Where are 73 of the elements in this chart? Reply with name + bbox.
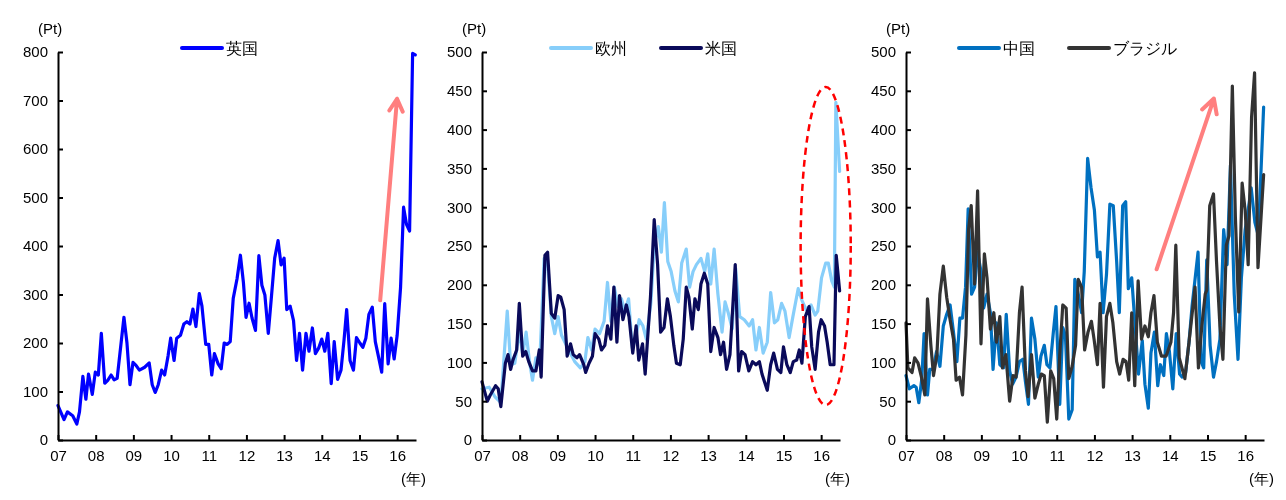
x-tick-label: 15 [1199, 446, 1217, 464]
y-tick-label: 50 [455, 392, 472, 410]
x-tick-label: 12 [1086, 446, 1104, 464]
x-tick-label: 10 [163, 446, 180, 464]
y-tick-label: 500 [870, 43, 896, 61]
x-tick-label: 12 [238, 446, 256, 464]
x-tick-label: 16 [813, 446, 830, 464]
line-series [480, 218, 842, 409]
x-tick-label: 07 [898, 446, 915, 464]
x-tick-label: 11 [625, 446, 642, 464]
x-axis-title: (年) [401, 470, 426, 487]
x-tick-label: 09 [973, 446, 991, 464]
y-tick-label: 450 [870, 82, 896, 100]
x-tick-label: 07 [50, 446, 67, 464]
y-tick-label: 200 [22, 334, 48, 352]
x-tick-label: 09 [549, 446, 567, 464]
x-tick-label: 08 [935, 446, 953, 464]
y-axis-title: (Pt) [462, 20, 487, 37]
x-tick-label: 15 [351, 446, 369, 464]
x-tick-label: 09 [125, 446, 143, 464]
y-tick-label: 700 [22, 91, 48, 109]
x-tick-label: 14 [313, 446, 331, 464]
y-tick-label: 100 [446, 353, 472, 371]
y-tick-label: 50 [879, 392, 896, 410]
x-tick-label: 13 [276, 446, 293, 464]
legend-label: 中国 [1003, 40, 1035, 57]
y-tick-label: 300 [22, 285, 48, 303]
y-tick-label: 0 [463, 431, 472, 449]
y-tick-label: 300 [446, 198, 472, 216]
x-tick-label: 13 [700, 446, 717, 464]
y-tick-label: 200 [870, 276, 896, 294]
x-tick-label: 10 [587, 446, 604, 464]
y-tick-label: 150 [870, 314, 896, 332]
y-tick-label: 400 [22, 237, 48, 255]
x-tick-label: 08 [511, 446, 529, 464]
x-axis-title: (年) [1249, 470, 1274, 487]
legend-label: 米国 [705, 40, 737, 57]
x-axis-title: (年) [825, 470, 850, 487]
y-tick-label: 300 [870, 198, 896, 216]
y-tick-label: 400 [446, 120, 472, 138]
y-axis-title: (Pt) [38, 20, 63, 37]
y-tick-label: 250 [870, 237, 896, 255]
y-tick-label: 100 [870, 353, 896, 371]
x-tick-label: 13 [1124, 446, 1141, 464]
y-tick-label: 450 [446, 82, 472, 100]
x-tick-label: 07 [474, 446, 491, 464]
y-tick-label: 0 [39, 431, 48, 449]
y-tick-label: 350 [446, 159, 472, 177]
y-tick-label: 500 [446, 43, 472, 61]
x-tick-label: 16 [1237, 446, 1254, 464]
x-tick-label: 11 [1049, 446, 1066, 464]
y-tick-label: 250 [446, 237, 472, 255]
y-tick-label: 600 [22, 140, 48, 158]
y-tick-label: 400 [870, 120, 896, 138]
legend-label: 欧州 [595, 40, 627, 57]
y-axis-title: (Pt) [886, 20, 911, 37]
legend-label: 英国 [226, 40, 258, 57]
x-tick-label: 15 [775, 446, 793, 464]
x-tick-label: 11 [201, 446, 218, 464]
x-tick-label: 10 [1011, 446, 1028, 464]
x-tick-label: 12 [662, 446, 680, 464]
y-tick-label: 100 [22, 382, 48, 400]
y-tick-label: 150 [446, 314, 472, 332]
y-tick-label: 800 [22, 43, 48, 61]
x-tick-label: 14 [1161, 446, 1179, 464]
y-tick-label: 200 [446, 276, 472, 294]
y-tick-label: 350 [870, 159, 896, 177]
y-tick-label: 500 [22, 188, 48, 206]
legend-label: ブラジル [1113, 40, 1177, 57]
x-tick-label: 08 [87, 446, 105, 464]
x-tick-label: 16 [389, 446, 406, 464]
y-tick-label: 0 [887, 431, 896, 449]
x-tick-label: 14 [737, 446, 755, 464]
